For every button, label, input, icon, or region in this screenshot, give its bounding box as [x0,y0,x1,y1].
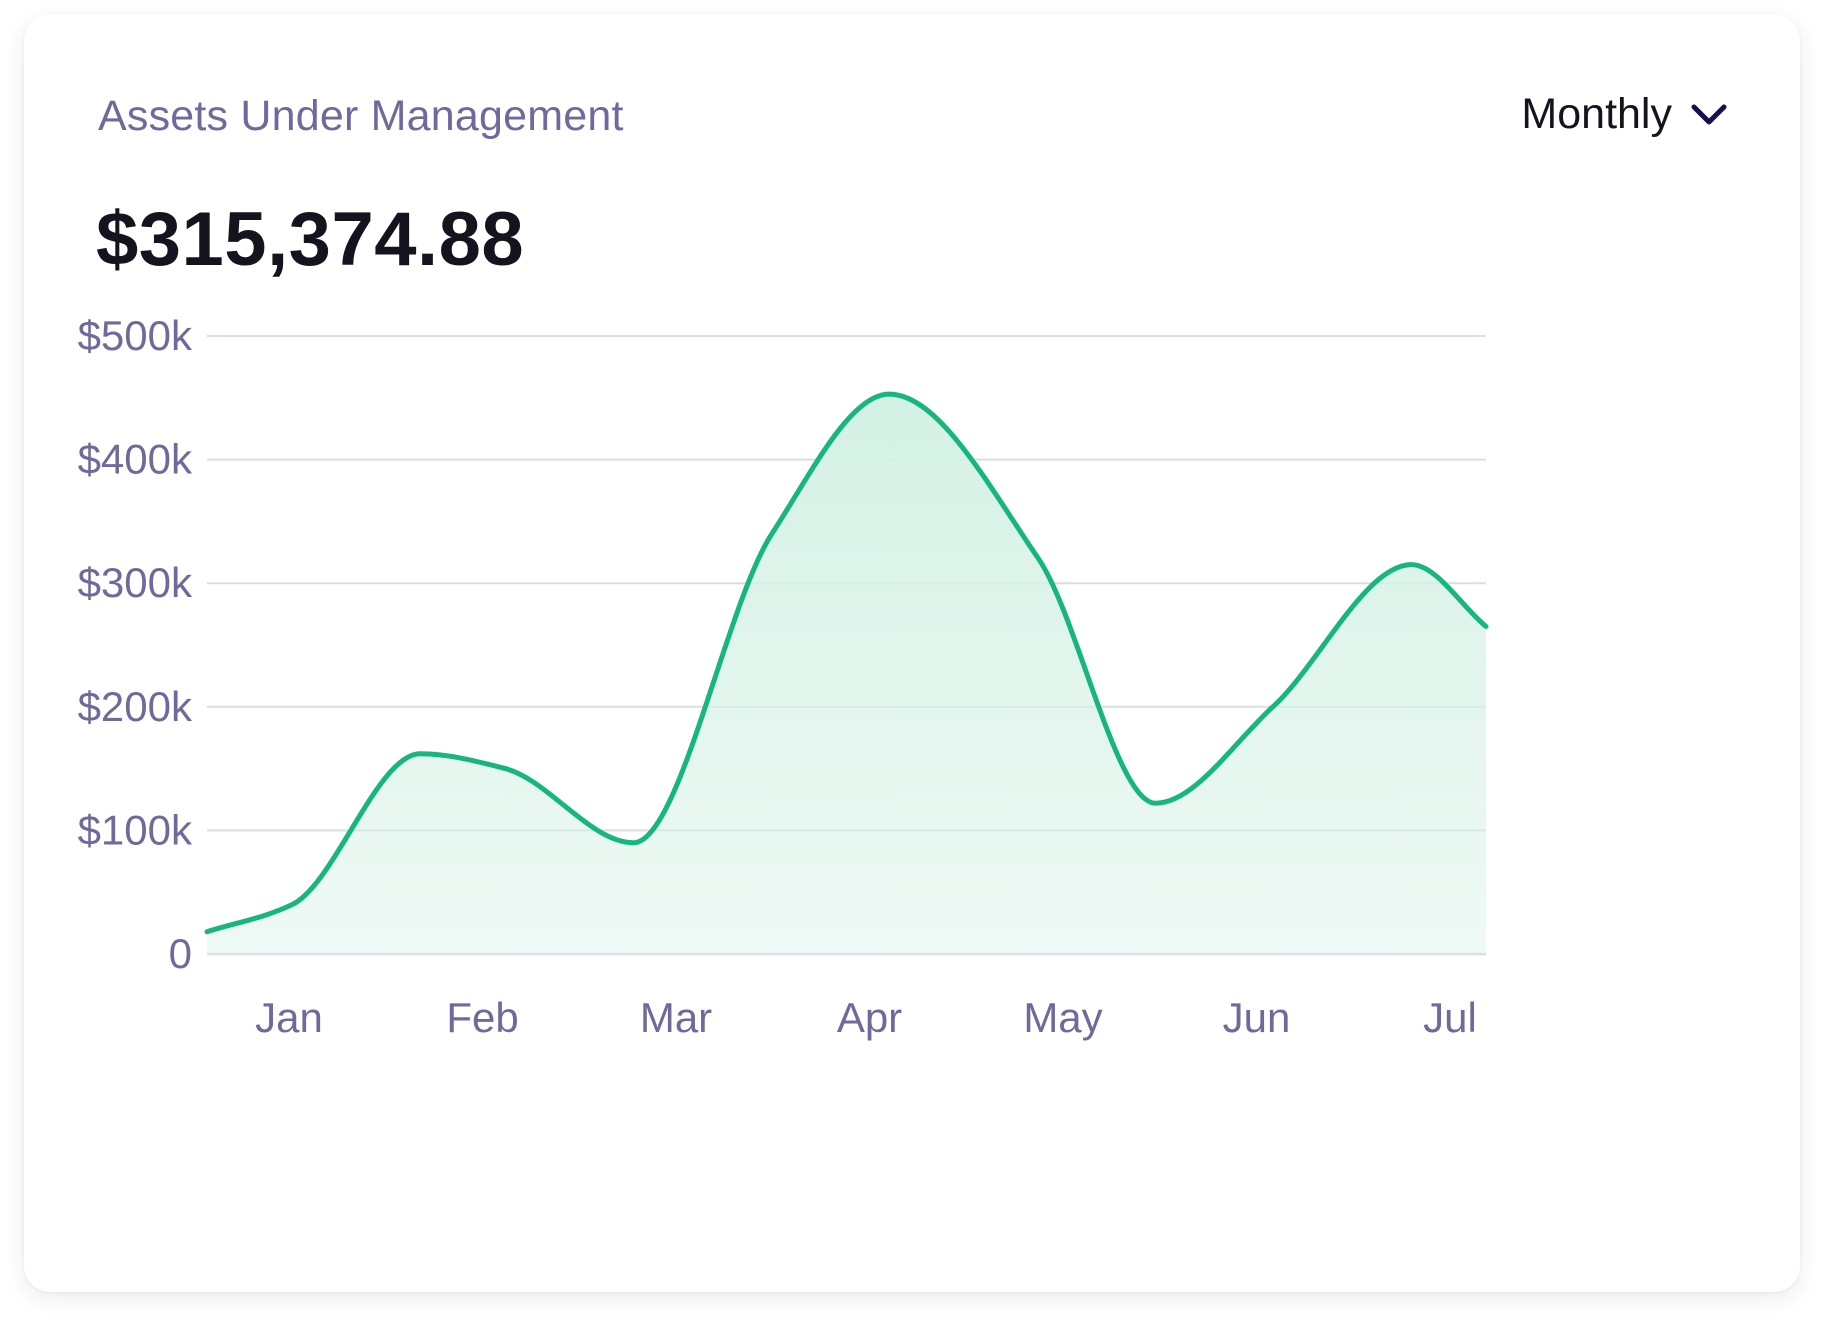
x-tick-label: Jul [1423,994,1477,1041]
y-tick-label: 0 [169,930,192,977]
x-tick-label: Mar [640,994,712,1041]
period-dropdown[interactable]: Monthly [1521,90,1728,139]
x-tick-label: Feb [446,994,518,1041]
period-dropdown-label: Monthly [1521,90,1672,138]
total-value: $315,374.88 [96,197,525,282]
x-tick-label: May [1023,994,1102,1041]
y-tick-label: $500k [78,312,193,359]
x-tick-label: Jun [1223,994,1291,1041]
card-title: Assets Under Management [98,92,624,140]
x-tick-label: Jan [255,994,323,1041]
y-tick-label: $200k [78,683,193,730]
x-tick-label: Apr [837,994,902,1041]
y-tick-label: $400k [78,436,193,483]
y-tick-label: $300k [78,559,193,606]
series-line [204,391,1489,935]
area-fill [207,394,1486,954]
chevron-down-icon [1691,104,1727,124]
area-chart: 0 $100k $200k $300k $400k $500k Jan Feb Mar Apr M… [78,312,1489,1041]
y-tick-label: $100k [78,806,193,853]
assets-card: Assets Under Management $315,374.88 Mont… [24,14,1800,1292]
